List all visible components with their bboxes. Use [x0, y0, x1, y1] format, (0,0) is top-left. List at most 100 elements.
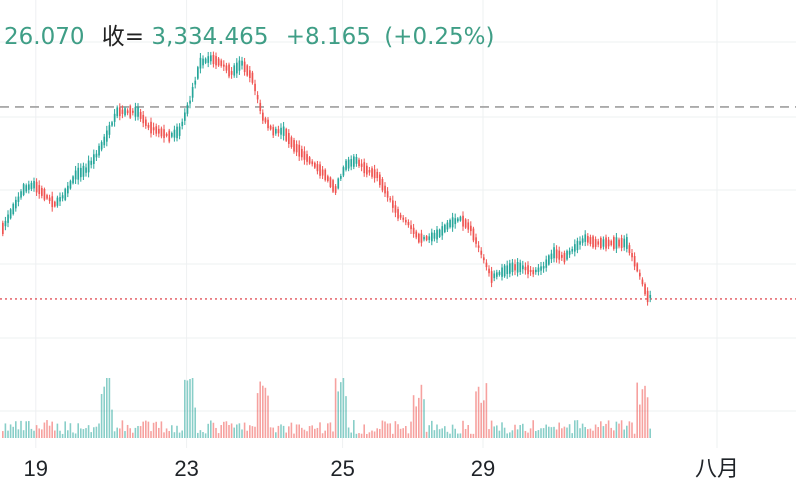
- volume-bar: [228, 425, 230, 438]
- volume-bar: [433, 430, 436, 438]
- volume-bar: [355, 433, 358, 438]
- volume-bar: [152, 422, 155, 438]
- candle-body: [555, 249, 558, 259]
- candle-body: [423, 236, 425, 240]
- volume-bar: [103, 386, 105, 438]
- candle-body: [25, 185, 28, 192]
- candle-body: [168, 130, 171, 142]
- candle-body: [191, 87, 194, 98]
- volume-bar: [345, 396, 347, 438]
- volume-bar: [418, 397, 420, 438]
- candle-body: [43, 189, 46, 200]
- volume-bar: [87, 425, 90, 438]
- volume-bar: [457, 433, 459, 438]
- x-axis-ticks: 19 23 25 29 八月: [24, 456, 739, 481]
- volume-bar: [126, 424, 129, 438]
- volume-bar: [25, 421, 27, 438]
- volume-bar: [464, 428, 467, 438]
- volume-bar: [160, 421, 163, 438]
- volume-bar: [116, 427, 118, 438]
- volume-bar: [272, 427, 274, 438]
- candle-body: [173, 129, 176, 138]
- candle-body: [605, 237, 607, 249]
- candle-body: [410, 225, 412, 230]
- volume-bar: [620, 420, 623, 438]
- volume-bar: [350, 432, 352, 438]
- volume-bar: [425, 431, 428, 438]
- volume-bar: [321, 433, 324, 438]
- candle-body: [28, 184, 30, 190]
- candle-body: [233, 65, 236, 76]
- candle-body: [228, 64, 230, 77]
- volume-bar: [254, 426, 256, 438]
- candle-body: [371, 168, 373, 177]
- candle-body: [295, 144, 298, 153]
- volume-bar: [113, 431, 116, 438]
- volume-bar: [288, 426, 290, 438]
- candle-body: [256, 94, 259, 100]
- volume-bar: [618, 423, 620, 438]
- volume-bar: [529, 428, 532, 438]
- volume-bar: [553, 426, 555, 438]
- candle-body: [139, 111, 142, 119]
- volume-bar: [397, 424, 399, 438]
- candle-body: [389, 198, 392, 201]
- volume-bar: [59, 430, 61, 438]
- volume-bar: [199, 430, 202, 438]
- candle-body: [636, 263, 639, 272]
- candle-body: [589, 237, 592, 245]
- volume-bar: [511, 430, 514, 438]
- candle-body: [488, 268, 490, 274]
- volume-bar: [215, 427, 217, 438]
- volume-bar: [194, 407, 196, 438]
- candle-body: [355, 156, 358, 164]
- candle-body: [288, 133, 290, 145]
- candle-body: [631, 253, 633, 258]
- volume-bar: [431, 420, 433, 438]
- candle-body: [215, 56, 217, 66]
- volume-bar: [147, 421, 150, 438]
- volume-bar: [202, 432, 204, 438]
- candle-body: [72, 176, 74, 184]
- candle-body: [106, 130, 108, 142]
- candle-body: [477, 245, 480, 248]
- candle-body: [301, 148, 303, 158]
- volume-bar: [275, 432, 277, 438]
- volume-bar: [428, 425, 430, 438]
- volume-bar: [225, 421, 228, 438]
- volume-bar: [607, 420, 610, 438]
- volume-bar: [72, 432, 74, 438]
- candle-body: [332, 180, 334, 192]
- candle-body: [454, 218, 457, 225]
- volume-bar: [98, 423, 100, 438]
- volume-bar: [628, 421, 631, 438]
- volume-bar: [423, 399, 425, 438]
- candle-body: [436, 229, 438, 240]
- volume-bar: [415, 406, 417, 438]
- candle-body: [503, 265, 506, 277]
- candle-body: [275, 128, 277, 134]
- volume-bar: [12, 426, 14, 438]
- volume-bar: [22, 430, 25, 438]
- volume-bar: [61, 433, 64, 438]
- candle-body: [238, 60, 241, 71]
- candle-body: [553, 247, 555, 259]
- candle-body: [132, 110, 134, 113]
- volume-bar: [579, 428, 581, 438]
- candle-body: [223, 64, 225, 67]
- candle-body: [225, 65, 228, 71]
- candle-body: [615, 237, 618, 249]
- candle-body: [649, 294, 652, 298]
- volume-bar: [121, 420, 124, 438]
- volume-bar: [332, 431, 334, 438]
- volume-bar: [256, 393, 259, 438]
- volume-bar: [472, 433, 475, 438]
- volume-bar: [238, 423, 241, 438]
- volume-bar: [589, 428, 592, 438]
- candle-body: [100, 142, 103, 150]
- candle-body: [80, 167, 82, 178]
- volume-bar: [555, 429, 558, 438]
- volume-bar: [137, 425, 139, 438]
- candle-body: [33, 181, 35, 189]
- candle-body: [529, 269, 532, 272]
